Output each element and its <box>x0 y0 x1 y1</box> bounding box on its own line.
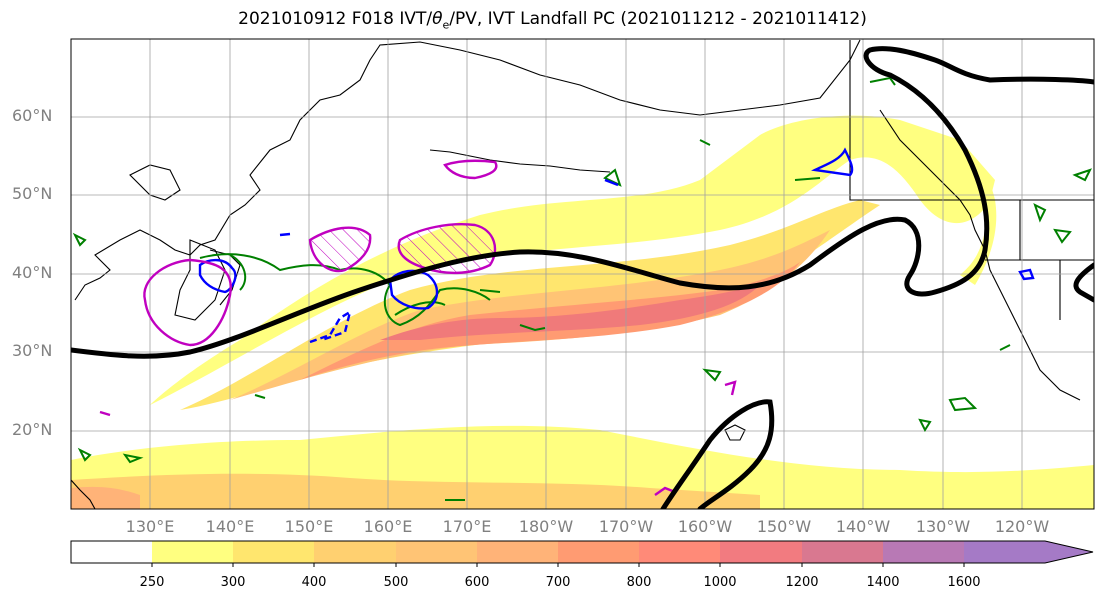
lon-label-150e: 150°E <box>284 517 334 536</box>
colorbar-bin-1600 <box>964 541 1093 563</box>
colorbar-label-400: 400 <box>301 575 327 590</box>
gridlines <box>71 39 1094 509</box>
colorbar-bin-250 <box>152 541 233 563</box>
lon-label-170e: 170°E <box>442 517 492 536</box>
lat-label-50n: 50°N <box>12 184 53 203</box>
colorbar-label-250: 250 <box>139 575 165 590</box>
map-frame <box>70 38 1095 510</box>
pv-contours <box>198 147 1035 344</box>
colorbar-bin-600 <box>477 541 558 563</box>
lon-label-150w: 150°W <box>756 517 812 536</box>
colorbar-outline <box>70 540 1094 564</box>
colorbar-label-1400: 1400 <box>866 575 900 590</box>
colorbar-label-1600: 1600 <box>947 575 981 590</box>
colorbar-bin-1200 <box>802 541 883 563</box>
colorbar-label-700: 700 <box>545 575 571 590</box>
colorbar-bin-under <box>71 541 152 563</box>
colorbar-ticks <box>151 563 965 567</box>
lat-label-60n: 60°N <box>12 106 53 125</box>
lon-label-160e: 160°E <box>363 517 413 536</box>
colorbar-label-1000: 1000 <box>703 575 737 590</box>
lon-label-120w: 120°W <box>994 517 1050 536</box>
lat-label-30n: 30°N <box>12 341 53 360</box>
lon-label-130e: 130°E <box>125 517 175 536</box>
colorbar-bin-300 <box>233 541 314 563</box>
map-panel <box>71 39 1094 509</box>
colorbar-label-800: 800 <box>626 575 652 590</box>
lon-label-140e: 140°E <box>205 517 255 536</box>
lat-label-20n: 20°N <box>12 420 53 439</box>
lon-label-130w: 130°W <box>915 517 971 536</box>
title-theta-subscript: e <box>442 18 450 32</box>
landfall-contours <box>71 46 1094 509</box>
colorbar <box>70 540 1094 567</box>
map-title: 2021010912 F018 IVT/θe/PV, IVT Landfall … <box>0 9 1105 31</box>
colorbar-bin-700 <box>558 541 639 563</box>
colorbar-bin-800 <box>639 541 720 563</box>
colorbar-label-500: 500 <box>383 575 409 590</box>
title-theta: θ <box>432 9 443 29</box>
lon-label-180w: 180°W <box>518 517 574 536</box>
colorbar-label-600: 600 <box>464 575 490 590</box>
colorbar-label-1200: 1200 <box>785 575 819 590</box>
colorbar-bin-1000 <box>720 541 802 563</box>
colorbar-bin-400 <box>314 541 396 563</box>
lon-label-160w: 160°W <box>677 517 733 536</box>
lon-label-170w: 170°W <box>598 517 654 536</box>
title-suffix: /PV, IVT Landfall PC (2021011212 - 20210… <box>449 9 867 29</box>
colorbar-bin-1400 <box>883 541 964 563</box>
lon-label-140w: 140°W <box>835 517 891 536</box>
lat-label-40n: 40°N <box>12 263 53 282</box>
colorbar-label-300: 300 <box>220 575 246 590</box>
colorbar-bin-500 <box>396 541 477 563</box>
title-prefix: 2021010912 F018 IVT/ <box>238 9 433 29</box>
